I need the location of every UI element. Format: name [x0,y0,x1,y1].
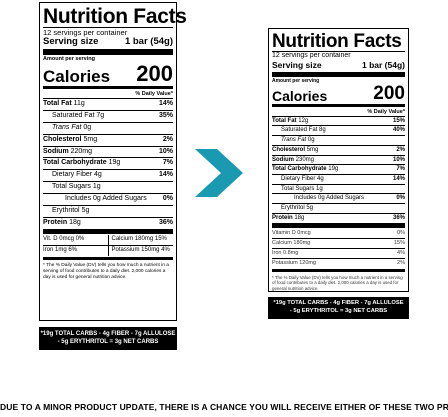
vitamin-row: Iron 0.8mg 4% [272,247,405,256]
nutrient-row: Total Sugars 1g [43,181,173,193]
serving-size-label: Serving size [43,37,99,48]
nutrient-row: Trans Fat 0g [43,121,173,134]
calories-row: Calories 200 [43,61,173,87]
net-carbs-line-1: *19g TOTAL CARBS - 4g FIBER - 7g ALLULOS… [40,331,176,337]
nutrient-row: Dietary Fiber 4g 14% [272,173,405,184]
nutrient-row: Saturated Fat 7g 35% [43,110,173,122]
nutrient-row: Total Carbohydrate 19g 7% [272,164,405,173]
nutrient-row: Includes 0g Added Sugars 0% [43,192,173,205]
net-carbs-line-1: *19g TOTAL CARBS - 4g FIBER - 7g ALLULOS… [273,300,404,306]
nutrient-row: Includes 0g Added Sugars 0% [272,193,405,203]
nutrient-row: Sodium 220mg 10% [43,145,173,158]
product-update-notice: DUE TO A MINOR PRODUCT UPDATE, THERE IS … [0,402,448,412]
net-carbs-line-2: - 5g ERYTHRITOL = 3g NET CARBS [57,339,159,346]
serving-size-value: 1 bar (54g) [362,60,405,70]
nutrient-row: Sodium 230mg 10% [272,154,405,163]
amount-per-serving: Amount per serving [272,77,320,84]
nutrient-row: Protein 18g 36% [43,216,173,229]
calories-row: Calories 200 [272,84,405,103]
nutrient-row: Total Sugars 1g [272,183,405,194]
net-carbs-box-new: *19g TOTAL CARBS - 4g FIBER - 7g ALLULOS… [268,297,409,319]
vitamin-row: Vitamin D 0mcg 0% [272,230,405,237]
nutrition-label-new: Nutrition Facts 12 servings per containe… [268,28,409,292]
amount-per-serving: Amount per serving [43,56,95,63]
daily-value-footnote: * The % Daily Value (DV) tells you how m… [272,274,403,291]
vitamin-row: Iron 1mg 6% Potassium 150mg 4% [43,245,173,256]
serving-size-row: Serving size 1 bar (54g) [272,61,405,71]
nutrient-row: Dietary Fiber 4g 14% [43,169,173,181]
arrow-right-icon [195,149,243,197]
calories-value: 200 [373,82,405,104]
nutrition-facts-title: Nutrition Facts [272,31,402,52]
serving-size-label: Serving size [272,60,322,70]
daily-value-header: % Daily Value* [367,108,405,115]
calories-label: Calories [43,67,111,87]
vitamin-row: Potassium 120mg 2% [272,257,405,266]
vitamin-row: Calcium 180mg 15% [272,238,405,247]
nutrient-row: Erythritol 5g [43,204,173,217]
nutrient-row: Total Fat 11g 14% [43,98,173,110]
nutrient-row: Saturated Fat 8g 40% [272,125,405,135]
nutrient-row: Erythritol 5g [272,202,405,213]
calories-value: 200 [136,61,173,87]
serving-size-row: Serving size 1 bar (54g) [43,37,173,48]
nutrition-facts-title: Nutrition Facts [43,5,187,28]
servings-per-container: 12 servings per container [272,52,351,59]
nutrient-row: Cholesterol 5mg 2% [43,133,173,146]
daily-value-header: % Daily Value* [135,91,173,98]
servings-per-container: 12 servings per container [43,28,128,37]
nutrient-row: Total Fat 12g 15% [272,115,405,124]
calories-label: Calories [272,87,328,104]
daily-value-footnote: * The % Daily Value (DV) tells you how m… [43,262,169,281]
serving-size-value: 1 bar (54g) [124,37,173,48]
net-carbs-box-old: *19g TOTAL CARBS - 4g FIBER - 7g ALLULOS… [39,327,177,350]
nutrient-row: Protein 18g 36% [272,212,405,221]
nutrition-label-old: Nutrition Facts 12 servings per containe… [39,2,187,321]
net-carbs-line-2: - 5g ERYTHRITOL = 3g NET CARBS [289,307,388,314]
nutrient-row: Total Carbohydrate 19g 7% [43,157,173,169]
vitamin-row: Vit. D 0mcg 0% Calcium 180mg 15% [43,235,173,246]
nutrient-row: Trans Fat 0g [272,135,405,145]
nutrient-row: Cholesterol 5mg 2% [272,144,405,153]
